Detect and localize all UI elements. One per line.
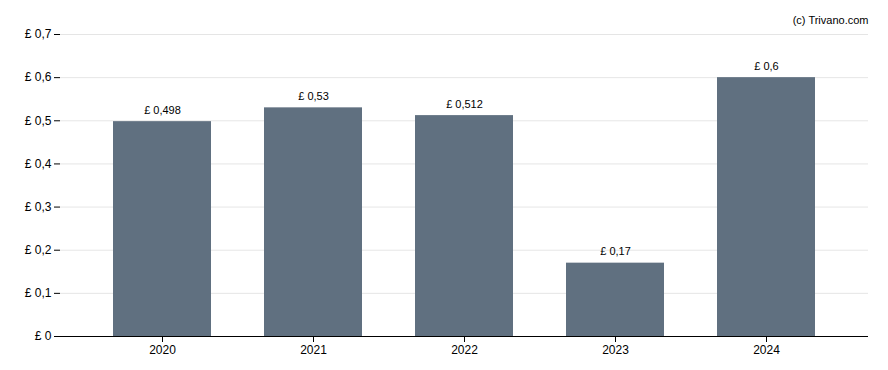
- svg-text:£ 0,7: £ 0,7: [25, 27, 52, 41]
- svg-text:£ 0,17: £ 0,17: [600, 245, 631, 257]
- svg-text:£ 0,53: £ 0,53: [298, 90, 329, 102]
- svg-text:£ 0,4: £ 0,4: [25, 157, 52, 171]
- svg-text:2023: 2023: [602, 343, 629, 357]
- svg-text:£ 0,3: £ 0,3: [25, 200, 52, 214]
- svg-text:2020: 2020: [149, 343, 176, 357]
- svg-text:£ 0,1: £ 0,1: [25, 286, 52, 300]
- svg-text:2024: 2024: [753, 343, 780, 357]
- svg-text:2022: 2022: [451, 343, 478, 357]
- svg-text:(c) Trivano.com: (c) Trivano.com: [793, 14, 869, 26]
- svg-text:£ 0,5: £ 0,5: [25, 114, 52, 128]
- svg-text:£ 0,2: £ 0,2: [25, 243, 52, 257]
- svg-text:£ 0,6: £ 0,6: [25, 70, 52, 84]
- svg-text:£ 0,6: £ 0,6: [754, 60, 778, 72]
- svg-text:£ 0: £ 0: [35, 329, 52, 343]
- svg-text:2021: 2021: [300, 343, 327, 357]
- svg-text:£ 0,512: £ 0,512: [446, 98, 483, 110]
- svg-text:£ 0,498: £ 0,498: [144, 104, 181, 116]
